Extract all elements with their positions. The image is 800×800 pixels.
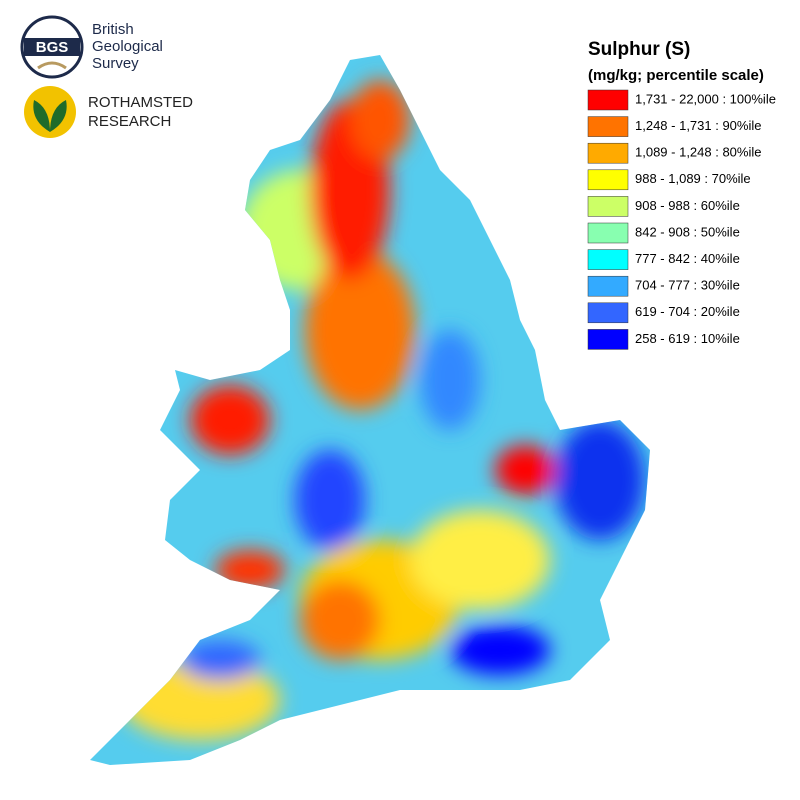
legend-swatch bbox=[587, 142, 629, 164]
leaf bbox=[50, 100, 67, 132]
legend-label: 908 - 988 : 60%ile bbox=[635, 198, 740, 213]
legend-swatch bbox=[587, 196, 629, 217]
leaf bbox=[33, 100, 50, 132]
bgs-wave bbox=[37, 61, 67, 70]
legend-swatch bbox=[587, 222, 629, 244]
patch bbox=[450, 625, 550, 675]
legend-label: 704 - 777 : 30%ile bbox=[635, 278, 740, 293]
bgs-badge: BGS bbox=[36, 39, 69, 56]
patch bbox=[420, 330, 480, 430]
legend-title: Sulphur (S) bbox=[588, 39, 690, 60]
bgs-band bbox=[24, 38, 80, 56]
bgs-logo: BGS British Geological Survey bbox=[20, 15, 163, 79]
legend-label: 988 - 1,089 : 70%ile bbox=[635, 171, 751, 186]
patch bbox=[190, 385, 270, 455]
legend-swatch bbox=[587, 169, 629, 191]
patch bbox=[295, 450, 365, 550]
bgs-name: Geological bbox=[92, 38, 163, 55]
legend-label: 1,089 - 1,248 : 80%ile bbox=[635, 145, 761, 160]
patch bbox=[300, 580, 380, 660]
legend-label: 1,248 - 1,731 : 90%ile bbox=[635, 118, 761, 133]
legend-subtitle: (mg/kg; percentile scale) bbox=[588, 67, 764, 84]
patch bbox=[350, 80, 410, 160]
legend-swatch bbox=[587, 116, 629, 137]
legend-label: 1,731 - 22,000 : 100%ile bbox=[635, 91, 776, 106]
legend-swatch bbox=[587, 275, 629, 297]
legend-swatch bbox=[587, 89, 629, 111]
patch bbox=[180, 640, 260, 680]
rothamsted-name: ROTHAMSTED bbox=[88, 94, 193, 111]
legend-swatch bbox=[587, 302, 629, 324]
patch bbox=[215, 550, 285, 590]
map-patches bbox=[120, 80, 645, 740]
bgs-name: British bbox=[92, 21, 134, 38]
legend-swatch bbox=[587, 249, 629, 270]
legend-label: 777 - 842 : 40%ile bbox=[635, 251, 740, 266]
patch bbox=[305, 250, 415, 410]
legend: Sulphur (S) (mg/kg; percentile scale) 1,… bbox=[587, 39, 776, 350]
patch bbox=[410, 510, 550, 610]
bgs-name: Survey bbox=[92, 55, 139, 72]
rothamsted-circle bbox=[24, 86, 76, 138]
patch bbox=[555, 420, 645, 540]
legend-label: 842 - 908 : 50%ile bbox=[635, 224, 740, 239]
rothamsted-logo: ROTHAMSTED RESEARCH bbox=[24, 86, 193, 138]
legend-swatch bbox=[587, 329, 629, 350]
patch bbox=[495, 445, 555, 495]
legend-label: 619 - 704 : 20%ile bbox=[635, 304, 740, 319]
rothamsted-name: RESEARCH bbox=[88, 113, 171, 130]
legend-label: 258 - 619 : 10%ile bbox=[635, 331, 740, 346]
